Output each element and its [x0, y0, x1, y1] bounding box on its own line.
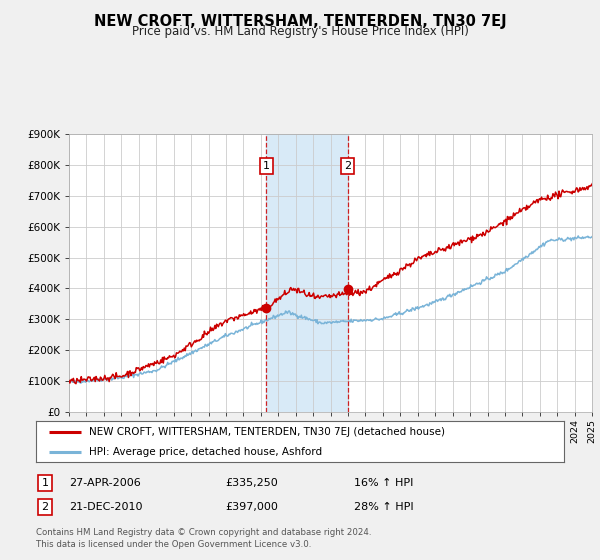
Text: 2: 2 — [41, 502, 49, 512]
Text: £397,000: £397,000 — [225, 502, 278, 512]
Text: 27-APR-2006: 27-APR-2006 — [69, 478, 141, 488]
Text: 21-DEC-2010: 21-DEC-2010 — [69, 502, 143, 512]
Bar — [266, 134, 347, 412]
Text: 1: 1 — [41, 478, 49, 488]
Text: 28% ↑ HPI: 28% ↑ HPI — [354, 502, 413, 512]
Text: 1: 1 — [263, 161, 270, 171]
Text: This data is licensed under the Open Government Licence v3.0.: This data is licensed under the Open Gov… — [36, 540, 311, 549]
Text: £335,250: £335,250 — [225, 478, 278, 488]
Text: 2: 2 — [344, 161, 351, 171]
Text: 16% ↑ HPI: 16% ↑ HPI — [354, 478, 413, 488]
Text: NEW CROFT, WITTERSHAM, TENTERDEN, TN30 7EJ (detached house): NEW CROFT, WITTERSHAM, TENTERDEN, TN30 7… — [89, 427, 445, 437]
Text: NEW CROFT, WITTERSHAM, TENTERDEN, TN30 7EJ: NEW CROFT, WITTERSHAM, TENTERDEN, TN30 7… — [94, 14, 506, 29]
Text: HPI: Average price, detached house, Ashford: HPI: Average price, detached house, Ashf… — [89, 447, 322, 457]
Text: Contains HM Land Registry data © Crown copyright and database right 2024.: Contains HM Land Registry data © Crown c… — [36, 528, 371, 537]
Text: Price paid vs. HM Land Registry's House Price Index (HPI): Price paid vs. HM Land Registry's House … — [131, 25, 469, 38]
